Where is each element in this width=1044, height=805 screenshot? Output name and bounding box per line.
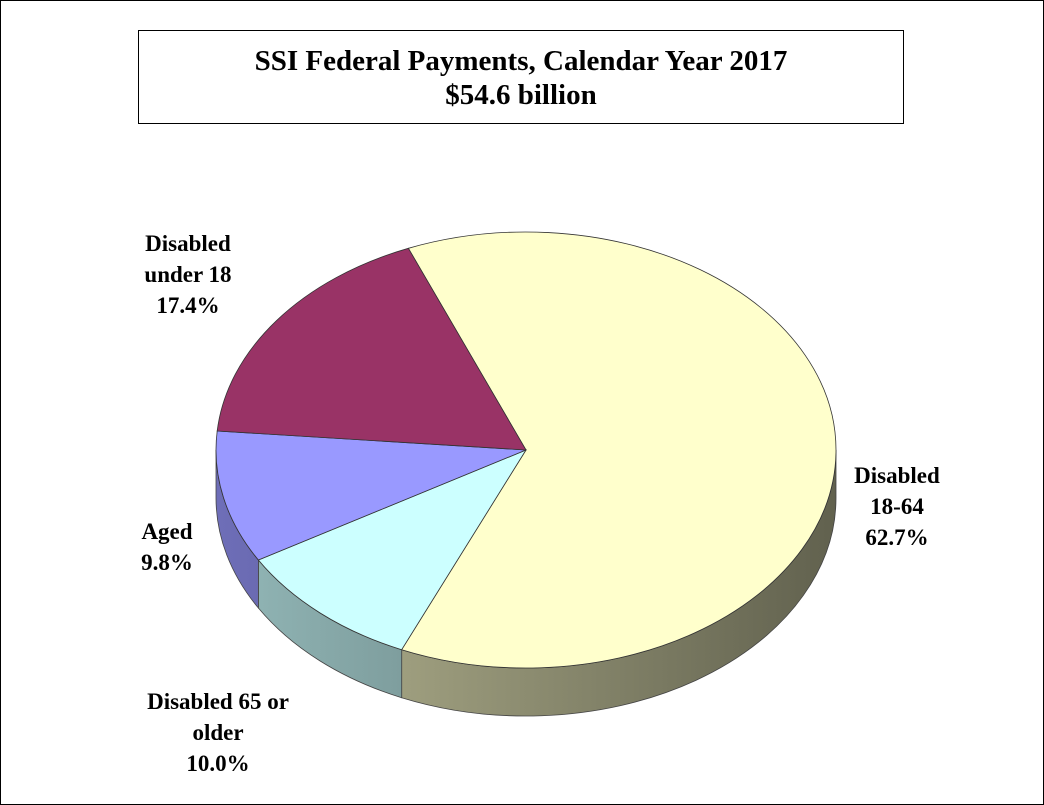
category-label: Disabled under 18 [144, 231, 232, 287]
chart-subtitle: $54.6 billion [445, 79, 597, 111]
slice [216, 247, 527, 451]
chart-title: SSI Federal Payments, Calendar Year 2017 [254, 45, 788, 77]
slice [401, 231, 837, 669]
category-label: Aged [141, 519, 193, 544]
value-label: 62.7% [865, 525, 929, 550]
value-label: 9.8% [141, 550, 193, 575]
category-label: Disabled 18-64 [854, 463, 940, 519]
value-label: 17.4% [156, 293, 220, 318]
slice-label: Disabled 18-64 62.7% [842, 460, 952, 553]
slice-label: Disabled 65 or older 10.0% [143, 686, 293, 779]
slice [215, 430, 527, 561]
slice-label: Disabled under 18 17.4% [128, 228, 248, 321]
slice-label: Aged 9.8% [122, 516, 212, 578]
title-box: SSI Federal Payments, Calendar Year 2017… [138, 30, 904, 124]
category-label: Disabled 65 or older [147, 689, 289, 745]
value-label: 10.0% [186, 751, 250, 776]
slice [257, 449, 527, 651]
